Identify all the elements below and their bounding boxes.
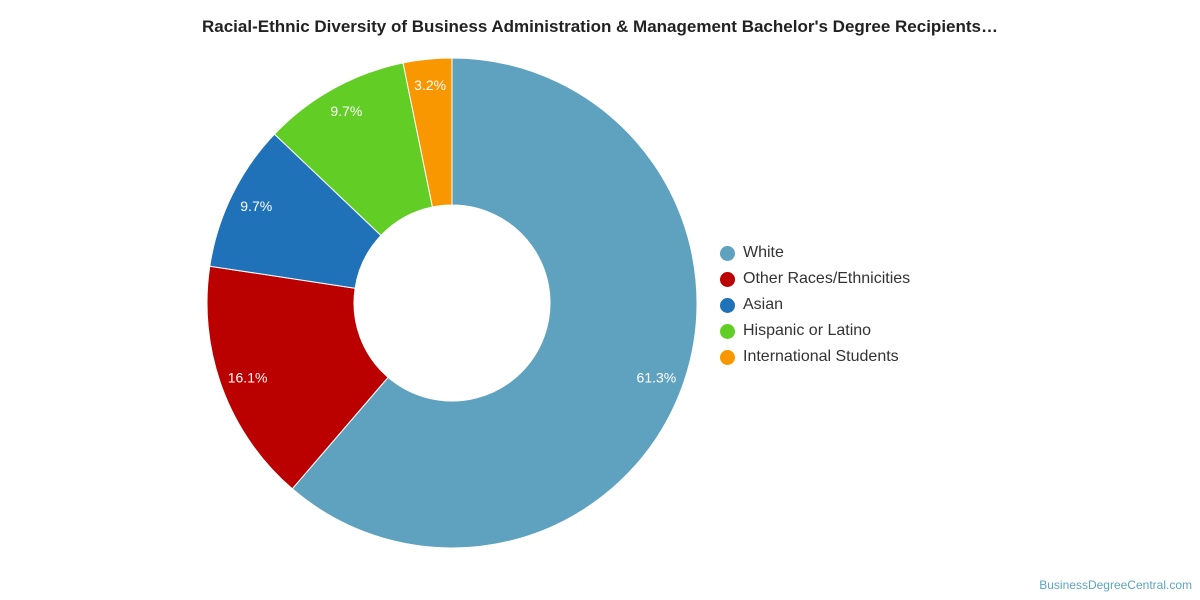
donut-slice-4[interactable] (402, 57, 453, 208)
legend-swatch-2 (720, 297, 735, 313)
legend-swatch-1 (720, 271, 735, 287)
legend-item-3[interactable]: Hispanic or Latino (720, 318, 910, 344)
legend-label-1: Other Races/Ethnicities (743, 270, 911, 287)
legend-item-0[interactable]: White (720, 240, 910, 266)
legend-label-3: Hispanic or Latino (743, 322, 872, 339)
legend-swatch-0 (720, 245, 735, 261)
chart-title: Racial-Ethnic Diversity of Business Admi… (201, 17, 998, 36)
slice-label-1: 16.1% (228, 369, 268, 385)
slice-label-3: 9.7% (330, 103, 362, 119)
legend-label-0: White (743, 244, 784, 261)
legend-label-2: Asian (743, 296, 784, 313)
legend-item-2[interactable]: Asian (720, 292, 910, 318)
site-credit[interactable]: BusinessDegreeCentral.com (1039, 578, 1192, 592)
legend-swatch-4 (720, 349, 735, 365)
slice-label-4: 3.2% (414, 77, 446, 93)
legend-swatch-3 (720, 323, 735, 339)
donut-slice-1[interactable] (206, 265, 389, 490)
legend-label-4: International Students (743, 348, 899, 365)
legend-item-4[interactable]: International Students (720, 344, 910, 370)
legend: White Other Races/Ethnicities Asian Hispani… (720, 240, 910, 370)
slice-label-0: 61.3% (637, 369, 677, 385)
slice-label-2: 9.7% (240, 198, 272, 214)
donut-slice-0[interactable] (291, 57, 698, 549)
legend-item-1[interactable]: Other Races/Ethnicities (720, 266, 910, 292)
